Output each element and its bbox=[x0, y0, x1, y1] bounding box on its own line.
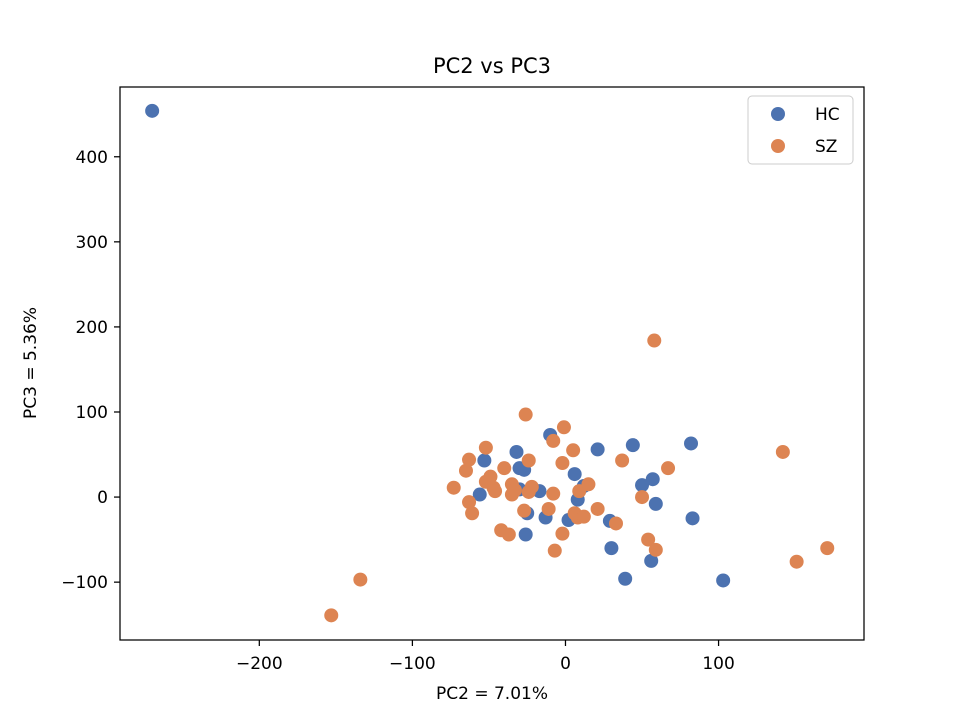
data-point-sz bbox=[458, 463, 473, 478]
y-tick-label: 0 bbox=[97, 488, 108, 508]
data-point-sz bbox=[518, 407, 533, 422]
data-point-sz bbox=[775, 444, 790, 459]
data-point-sz bbox=[581, 477, 596, 492]
points-layer bbox=[145, 103, 835, 623]
data-point-sz bbox=[635, 490, 650, 505]
data-point-hc bbox=[590, 442, 605, 457]
data-point-sz bbox=[517, 503, 532, 518]
data-point-sz bbox=[541, 501, 556, 516]
data-point-hc bbox=[635, 478, 650, 493]
data-point-sz bbox=[521, 453, 536, 468]
data-point-sz bbox=[615, 453, 630, 468]
x-axis-label: PC2 = 7.01% bbox=[436, 684, 548, 704]
data-point-sz bbox=[483, 469, 498, 484]
y-tick-label: 300 bbox=[76, 233, 108, 253]
legend-label-hc: HC bbox=[815, 105, 840, 125]
y-tick-label: −100 bbox=[61, 573, 108, 593]
data-point-sz bbox=[609, 516, 623, 531]
data-point-sz bbox=[497, 461, 512, 476]
data-point-sz bbox=[353, 572, 368, 587]
legend-label-sz: SZ bbox=[815, 137, 837, 157]
data-point-hc bbox=[145, 103, 160, 118]
data-point-sz bbox=[555, 526, 570, 541]
y-axis-label: PC3 = 5.36% bbox=[21, 307, 41, 419]
data-point-sz bbox=[576, 509, 591, 524]
data-point-sz bbox=[648, 542, 663, 557]
data-point-sz bbox=[820, 541, 835, 556]
data-point-hc bbox=[567, 467, 582, 482]
data-point-hc bbox=[604, 541, 619, 556]
data-point-hc bbox=[477, 453, 492, 468]
y-axis: −100 0 100 200 300 400 bbox=[61, 148, 120, 593]
data-point-hc bbox=[644, 553, 659, 568]
y-tick-label: 200 bbox=[76, 318, 108, 338]
data-point-hc bbox=[518, 527, 533, 542]
data-point-hc bbox=[716, 573, 731, 588]
data-point-hc bbox=[509, 444, 524, 459]
data-point-hc bbox=[625, 438, 640, 453]
x-tick-label: −100 bbox=[389, 654, 436, 674]
data-point-hc bbox=[618, 571, 633, 586]
data-point-sz bbox=[547, 543, 562, 558]
data-point-hc bbox=[684, 436, 699, 451]
data-point-sz bbox=[555, 456, 570, 471]
data-point-sz bbox=[462, 495, 477, 510]
data-point-sz bbox=[524, 479, 539, 494]
legend-marker-hc bbox=[771, 107, 785, 121]
y-tick-label: 400 bbox=[76, 148, 108, 168]
legend-marker-sz bbox=[771, 139, 785, 153]
data-point-sz bbox=[507, 483, 522, 498]
data-point-sz bbox=[501, 527, 516, 542]
x-axis: −200 −100 0 100 bbox=[236, 640, 735, 674]
data-point-sz bbox=[641, 532, 656, 547]
data-point-sz bbox=[546, 486, 561, 501]
data-point-hc bbox=[648, 496, 663, 511]
data-point-sz bbox=[478, 440, 493, 455]
data-point-hc bbox=[645, 472, 660, 487]
data-point-sz bbox=[488, 484, 503, 499]
data-point-sz bbox=[590, 501, 605, 516]
data-point-sz bbox=[465, 506, 480, 521]
plot-frame bbox=[119, 86, 865, 641]
data-point-sz bbox=[446, 480, 461, 495]
data-point-sz bbox=[661, 461, 676, 476]
data-point-sz bbox=[324, 608, 339, 623]
data-point-sz bbox=[789, 554, 804, 569]
x-tick-label: 0 bbox=[560, 654, 571, 674]
data-point-sz bbox=[462, 452, 477, 467]
x-tick-label: −200 bbox=[236, 654, 283, 674]
chart-title: PC2 vs PC3 bbox=[433, 54, 551, 78]
data-point-sz bbox=[556, 420, 571, 435]
data-point-sz bbox=[647, 333, 662, 348]
data-point-hc bbox=[472, 487, 487, 502]
data-point-hc bbox=[685, 511, 700, 526]
x-tick-label: 100 bbox=[702, 654, 734, 674]
data-point-sz bbox=[546, 433, 561, 448]
data-point-sz bbox=[566, 443, 581, 458]
y-tick-label: 100 bbox=[76, 403, 108, 423]
legend: HC SZ bbox=[747, 95, 854, 165]
